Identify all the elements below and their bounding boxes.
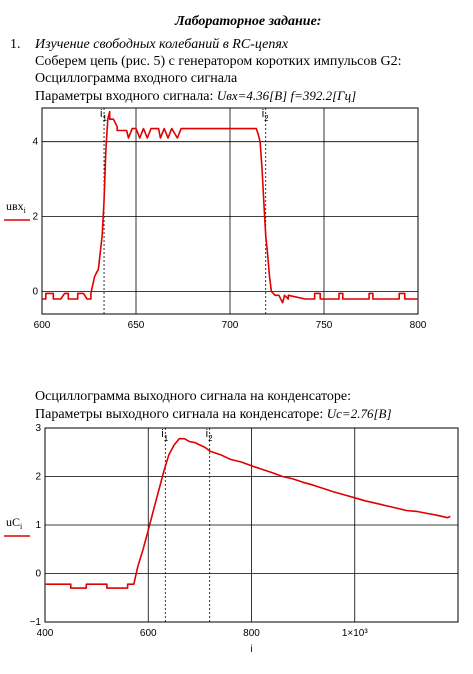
y-tick-label: 2 — [32, 212, 38, 223]
x-tick-label: 800 — [243, 628, 260, 639]
marker-sub-i1: 1 — [102, 114, 107, 123]
y-tick-label: 0 — [35, 569, 41, 580]
x-tick-label: 400 — [37, 628, 54, 639]
marker-label-i1: i1 — [100, 108, 107, 123]
x-tick-label: 600 — [140, 628, 157, 639]
marker-sub-i2: 2 — [264, 114, 269, 123]
y-axis-label: uCi — [6, 515, 23, 531]
assemble-text: Соберем цепь (рис. 5) с генератором коро… — [35, 54, 402, 69]
y-tick-label: 4 — [32, 137, 38, 148]
osc-input-text: Осциллограмма входного сигнала — [35, 71, 238, 86]
item-number: 1. — [10, 37, 21, 52]
marker-label-i2: i2 — [206, 428, 213, 443]
signal-line — [42, 110, 418, 304]
x-axis-label: i — [250, 644, 252, 655]
osc-output-text: Осциллограмма выходного сигнала на конде… — [35, 389, 352, 404]
x-tick-label: 1×10³ — [342, 628, 369, 639]
x-tick-label: 700 — [222, 320, 239, 330]
y-axis-label-sub: i — [24, 206, 27, 215]
heading: Лабораторное задание: — [175, 14, 322, 29]
x-tick-label: 800 — [410, 320, 427, 330]
y-tick-label: 0 — [32, 287, 38, 298]
params-output-line: Параметры выходного сигнала на конденсат… — [35, 406, 392, 423]
params-input-prefix: Параметры входного сигнала: — [35, 89, 214, 104]
y-tick-label: −1 — [30, 617, 42, 628]
params-output-formula: Uc=2.76[B] — [326, 406, 392, 421]
item-title: Изучение свободных колебаний в RC-цепях — [35, 37, 289, 52]
x-tick-label: 750 — [316, 320, 333, 330]
y-axis-label: uвхi — [6, 199, 27, 215]
x-tick-label: 600 — [34, 320, 51, 330]
marker-label-i1: i1 — [161, 428, 168, 443]
params-input-line: Параметры входного сигнала: Uвх=4.36[B] … — [35, 88, 356, 105]
marker-sub-i2: 2 — [208, 434, 213, 443]
marker-label-i2: i2 — [262, 108, 269, 123]
x-tick-label: 650 — [128, 320, 145, 330]
y-tick-label: 1 — [35, 520, 41, 531]
marker-sub-i1: 1 — [164, 434, 169, 443]
params-output-prefix: Параметры выходного сигнала на конденсат… — [35, 407, 324, 422]
y-tick-label: 3 — [35, 423, 41, 434]
params-input-formula: Uвх=4.36[B] f=392.2[Гц] — [216, 88, 357, 103]
y-axis-label-sub: i — [20, 522, 23, 531]
signal-line — [45, 437, 451, 589]
y-tick-label: 2 — [35, 472, 41, 483]
